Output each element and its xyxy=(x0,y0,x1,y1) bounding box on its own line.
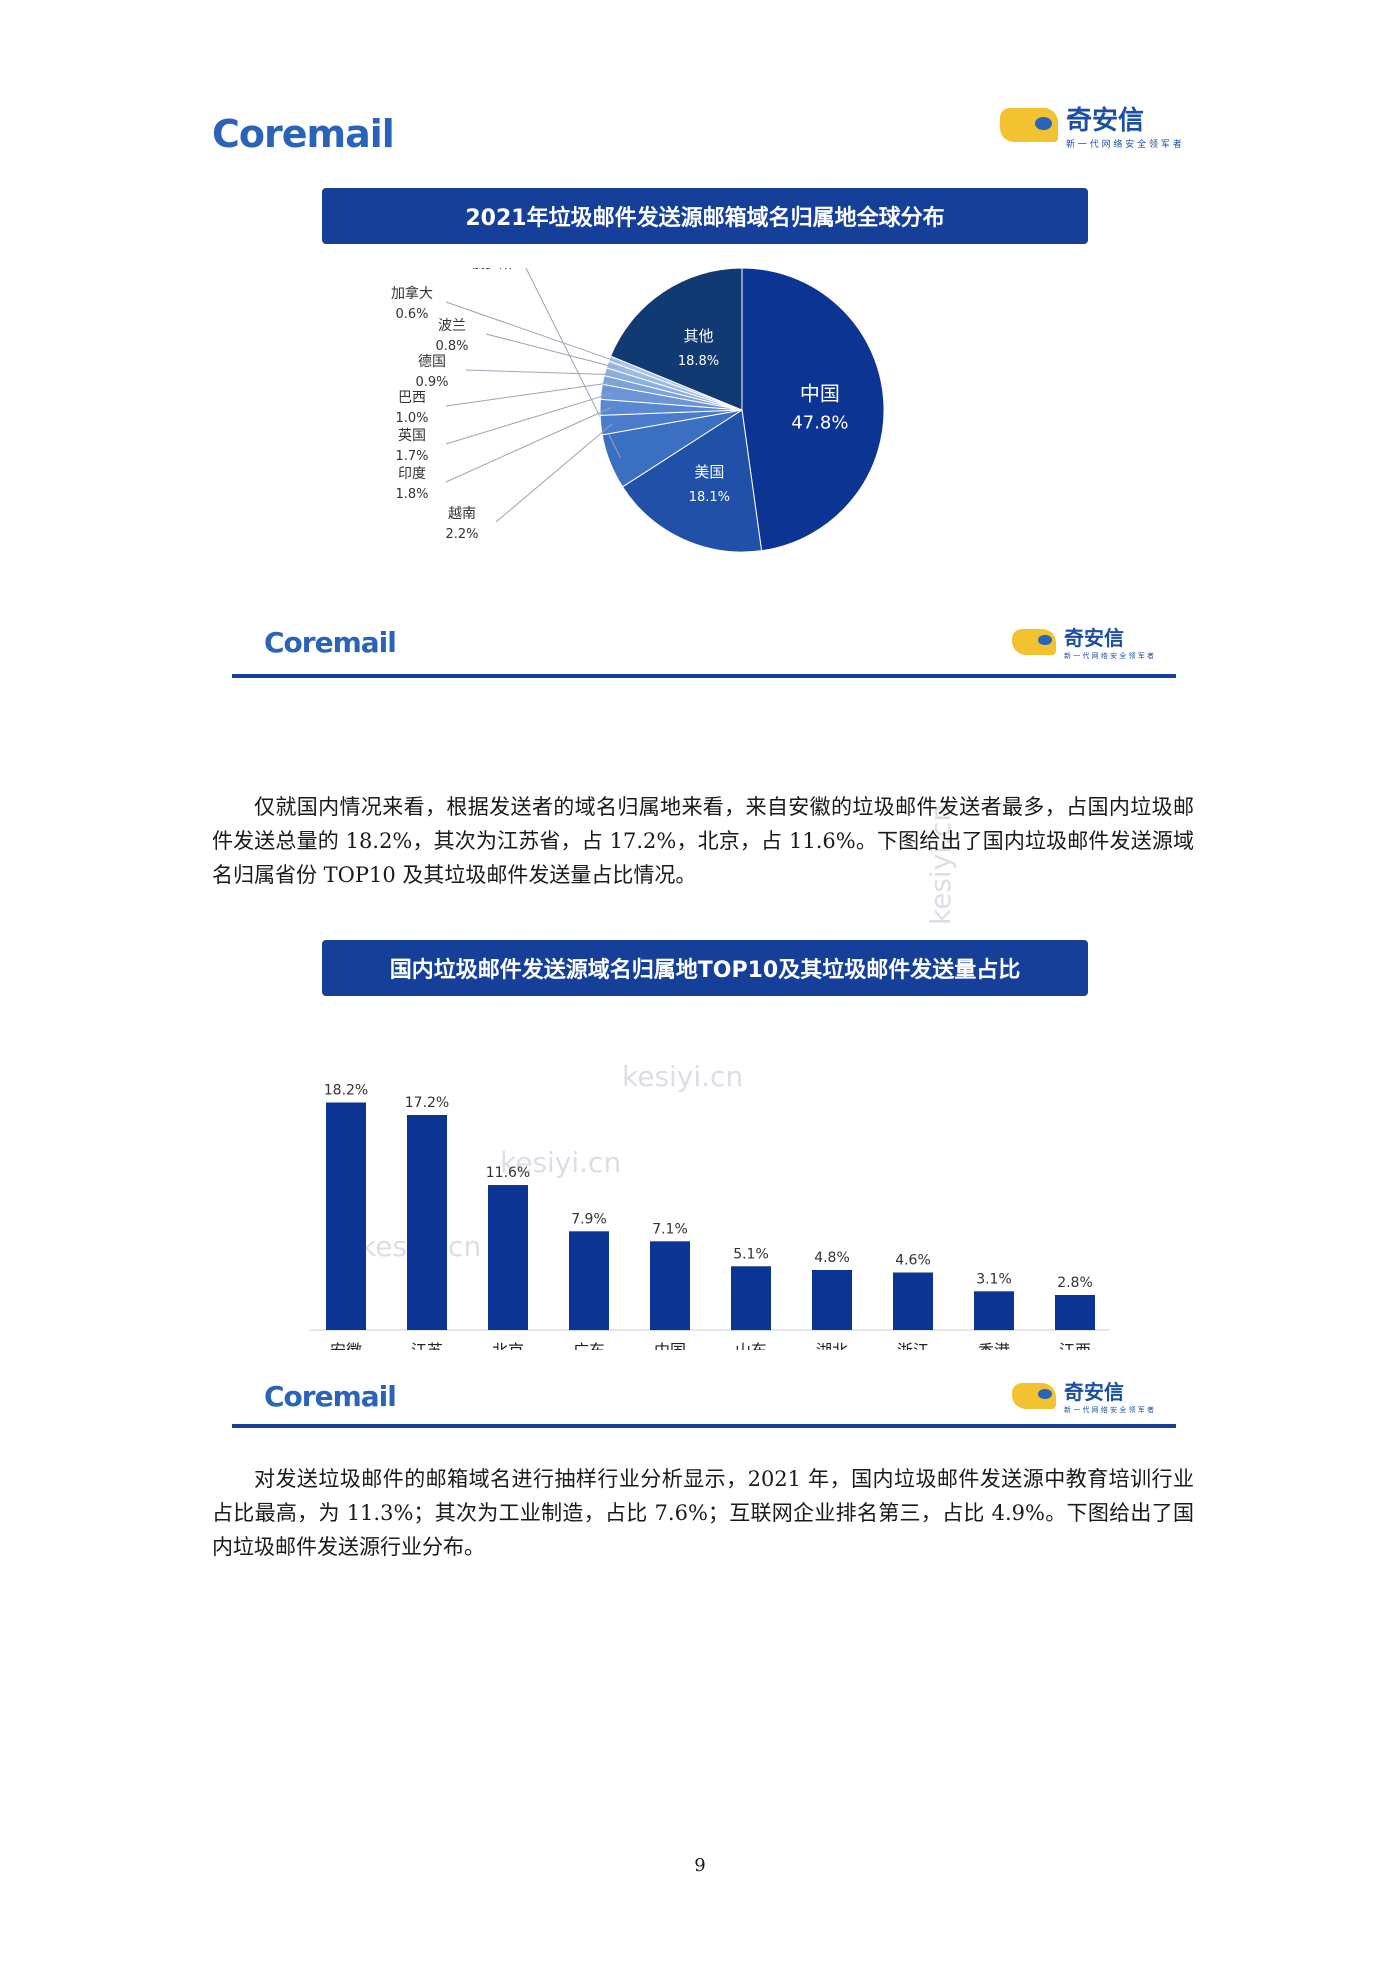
pie-slice-value: 2.2% xyxy=(445,527,478,542)
bar xyxy=(731,1266,771,1331)
bar xyxy=(974,1291,1014,1331)
pie-slice xyxy=(609,268,743,411)
pie-slice-value: 47.8% xyxy=(791,413,848,434)
pie-slice-label: 加拿大 xyxy=(391,285,433,302)
x-tick-label: 江西 xyxy=(1059,1341,1091,1350)
bar xyxy=(488,1185,528,1330)
pie-slice xyxy=(621,409,763,553)
bar xyxy=(569,1231,609,1331)
pie-leader-line xyxy=(465,369,617,376)
pie-leader-line xyxy=(445,301,621,364)
pie-slice-label: 越南 xyxy=(448,506,476,522)
x-tick-label: 中国 xyxy=(654,1341,686,1350)
pie-chart-title: 2021年垃圾邮件发送源邮箱域名归属地全球分布 xyxy=(322,188,1088,244)
bar xyxy=(893,1272,933,1330)
pie-slice-label: 印度 xyxy=(398,466,426,482)
qianxin-logo-name: 奇安信 xyxy=(1064,626,1124,650)
x-tick-label: 山东 xyxy=(735,1341,767,1350)
bar-value-label: 11.6% xyxy=(486,1165,530,1181)
paragraph-domestic-summary: 仅就国内情况来看，根据发送者的域名归属地来看，来自安徽的垃圾邮件发送者最多，占国… xyxy=(212,795,1194,887)
qianxin-logo-slogan: 新 一 代 网 络 安 全 领 军 者 xyxy=(1064,1406,1155,1414)
bar-value-label: 4.6% xyxy=(895,1253,931,1269)
page-number: 9 xyxy=(694,1855,706,1876)
bar xyxy=(326,1102,366,1330)
pie-slice-label: 英国 xyxy=(398,427,426,444)
bar-value-label: 4.8% xyxy=(814,1250,850,1266)
bar-value-label: 7.1% xyxy=(652,1221,688,1237)
pie-slice-value: 1.0% xyxy=(395,411,428,426)
qianxin-logo-icon xyxy=(1012,628,1056,655)
pie-leader-line xyxy=(445,392,613,445)
bar-chart-title: 国内垃圾邮件发送源域名归属地TOP10及其垃圾邮件发送量占比 xyxy=(322,940,1088,996)
coremail-logo: Coremail xyxy=(212,112,395,156)
pie-slice-value: 18.1% xyxy=(689,490,730,505)
bar xyxy=(1055,1295,1095,1330)
pie-slice-label: 波兰 xyxy=(438,318,466,334)
x-tick-label: 江苏 xyxy=(411,1341,443,1350)
pie-slice-label: 其他 xyxy=(683,327,713,345)
chart1-footer-qianxin-logo: 奇安信 新 一 代 网 络 安 全 领 军 者 xyxy=(1012,622,1154,661)
qianxin-logo-name: 奇安信 xyxy=(1064,1380,1124,1404)
x-tick-label: 浙江 xyxy=(897,1341,929,1350)
pie-slice-value: 1.8% xyxy=(395,487,428,502)
x-tick-label: 香港 xyxy=(978,1341,1010,1350)
pie-slice-value: 0.8% xyxy=(435,339,468,354)
qianxin-logo-icon xyxy=(1000,108,1058,142)
bar-value-label: 17.2% xyxy=(405,1095,449,1111)
bar xyxy=(812,1270,852,1330)
x-tick-label: 安徽 xyxy=(330,1341,362,1350)
chart1-footer-coremail-logo: Coremail xyxy=(264,626,397,659)
qianxin-logo: 奇安信 新 一 代 网 络 安 全 领 军 者 xyxy=(1000,100,1182,150)
bar xyxy=(407,1115,447,1330)
chart2-footer-coremail-logo: Coremail xyxy=(264,1380,397,1413)
pie-leader-line xyxy=(445,407,612,483)
x-tick-label: 广东 xyxy=(573,1341,605,1350)
pie-leader-line xyxy=(495,423,613,523)
bar-value-label: 2.8% xyxy=(1057,1275,1093,1291)
paragraph-industry-summary: 对发送垃圾邮件的邮箱域名进行抽样行业分析显示，2021 年，国内垃圾邮件发送源中… xyxy=(212,1467,1194,1559)
watermark: kesiyi.cn xyxy=(500,1146,622,1179)
chart2-footer-qianxin-logo: 奇安信 新 一 代 网 络 安 全 领 军 者 xyxy=(1012,1376,1154,1415)
bar-value-label: 18.2% xyxy=(324,1083,368,1099)
chart1-footer-rule xyxy=(232,674,1176,678)
pie-slice-label: 巴西 xyxy=(398,390,426,406)
bar xyxy=(650,1241,690,1331)
bar-chart: 18.2% 安徽 17.2% 江苏 11.6% 北京 7.9% 广东 7.1% 中国 5.1% 山东 4… xyxy=(310,1083,1110,1350)
pie-slice-label: 美国 xyxy=(694,463,724,481)
bar-value-label: 7.9% xyxy=(571,1211,607,1227)
pie-slice xyxy=(741,268,885,552)
x-tick-label: 湖北 xyxy=(816,1341,848,1350)
x-tick-label: 北京 xyxy=(492,1341,524,1350)
watermark: kesiyi.cn xyxy=(622,1060,744,1093)
chart2-footer-rule xyxy=(232,1424,1176,1428)
qianxin-logo-icon xyxy=(1012,1382,1056,1409)
pie-chart: 中国 47.8% 美国 18.1% 俄罗斯6.3% 越南 2.2% 印度 1.8% 英国 1.7% 巴… xyxy=(391,268,885,553)
pie-slice-value: 6.3% xyxy=(475,268,508,272)
pie-slice-label: 中国 xyxy=(800,382,840,406)
pie-leader-line xyxy=(485,333,619,369)
qianxin-logo-name: 奇安信 xyxy=(1066,106,1145,136)
pie-slice-value: 1.7% xyxy=(395,449,428,464)
bar-value-label: 5.1% xyxy=(733,1246,769,1262)
bar-value-label: 3.1% xyxy=(976,1271,1012,1287)
pie-slice-label: 德国 xyxy=(418,354,446,370)
pie-slice-value: 18.8% xyxy=(678,354,719,369)
pie-slice-label: 俄罗斯 xyxy=(471,268,513,272)
qianxin-logo-slogan: 新 一 代 网 络 安 全 领 军 者 xyxy=(1064,652,1155,660)
pie-leader-line xyxy=(445,381,615,407)
qianxin-logo-slogan: 新 一 代 网 络 安 全 领 军 者 xyxy=(1066,140,1182,150)
pie-slice-value: 0.9% xyxy=(415,375,448,390)
pie-slice-value: 0.6% xyxy=(395,307,428,322)
